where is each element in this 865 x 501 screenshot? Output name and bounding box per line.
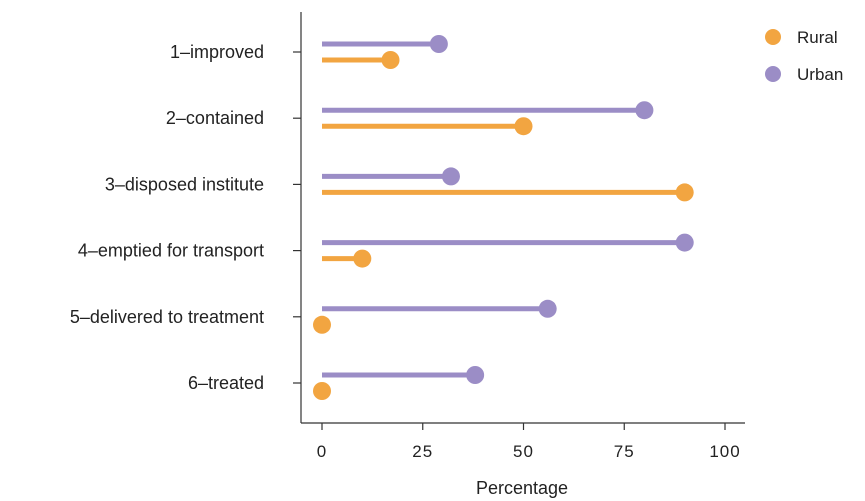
- category-label: 3–disposed institute: [105, 174, 264, 194]
- category-label: 1–improved: [170, 42, 264, 62]
- rural-legend-marker: [765, 29, 781, 45]
- x-tick-label: 0: [317, 442, 327, 461]
- urban-point: [466, 366, 485, 384]
- rural-point: [353, 249, 372, 268]
- x-tick-label: 50: [513, 442, 534, 461]
- axes: [300, 12, 745, 424]
- legend: Rural Urban: [765, 28, 843, 84]
- urban-point: [441, 167, 460, 186]
- category-ticks: [293, 51, 301, 384]
- category-labels: 1–improved 2–contained 3–disposed institut…: [70, 42, 264, 393]
- x-tick-label: 75: [614, 442, 635, 461]
- rural-point: [675, 183, 694, 202]
- category-label: 2–contained: [166, 108, 264, 128]
- urban-legend-marker: [765, 66, 781, 82]
- rural-point: [313, 315, 331, 334]
- lollipop-marks: [313, 35, 694, 400]
- legend-label: Rural: [797, 28, 838, 47]
- category-label: 4–emptied for transport: [78, 241, 264, 261]
- rural-point: [313, 382, 331, 400]
- urban-point: [538, 299, 557, 318]
- urban-point: [635, 101, 654, 120]
- x-tick-label: 25: [412, 442, 433, 461]
- x-axis-title: Percentage: [476, 478, 568, 498]
- category-label: 5–delivered to treatment: [70, 307, 264, 327]
- x-tick-label: 100: [709, 442, 740, 461]
- urban-point: [429, 35, 448, 53]
- category-label: 6–treated: [188, 373, 264, 393]
- rural-point: [514, 117, 533, 136]
- urban-point: [675, 233, 694, 252]
- x-ticks: 0 25 50 75 100: [317, 423, 740, 461]
- legend-label: Urban: [797, 65, 843, 84]
- rural-point: [381, 51, 400, 69]
